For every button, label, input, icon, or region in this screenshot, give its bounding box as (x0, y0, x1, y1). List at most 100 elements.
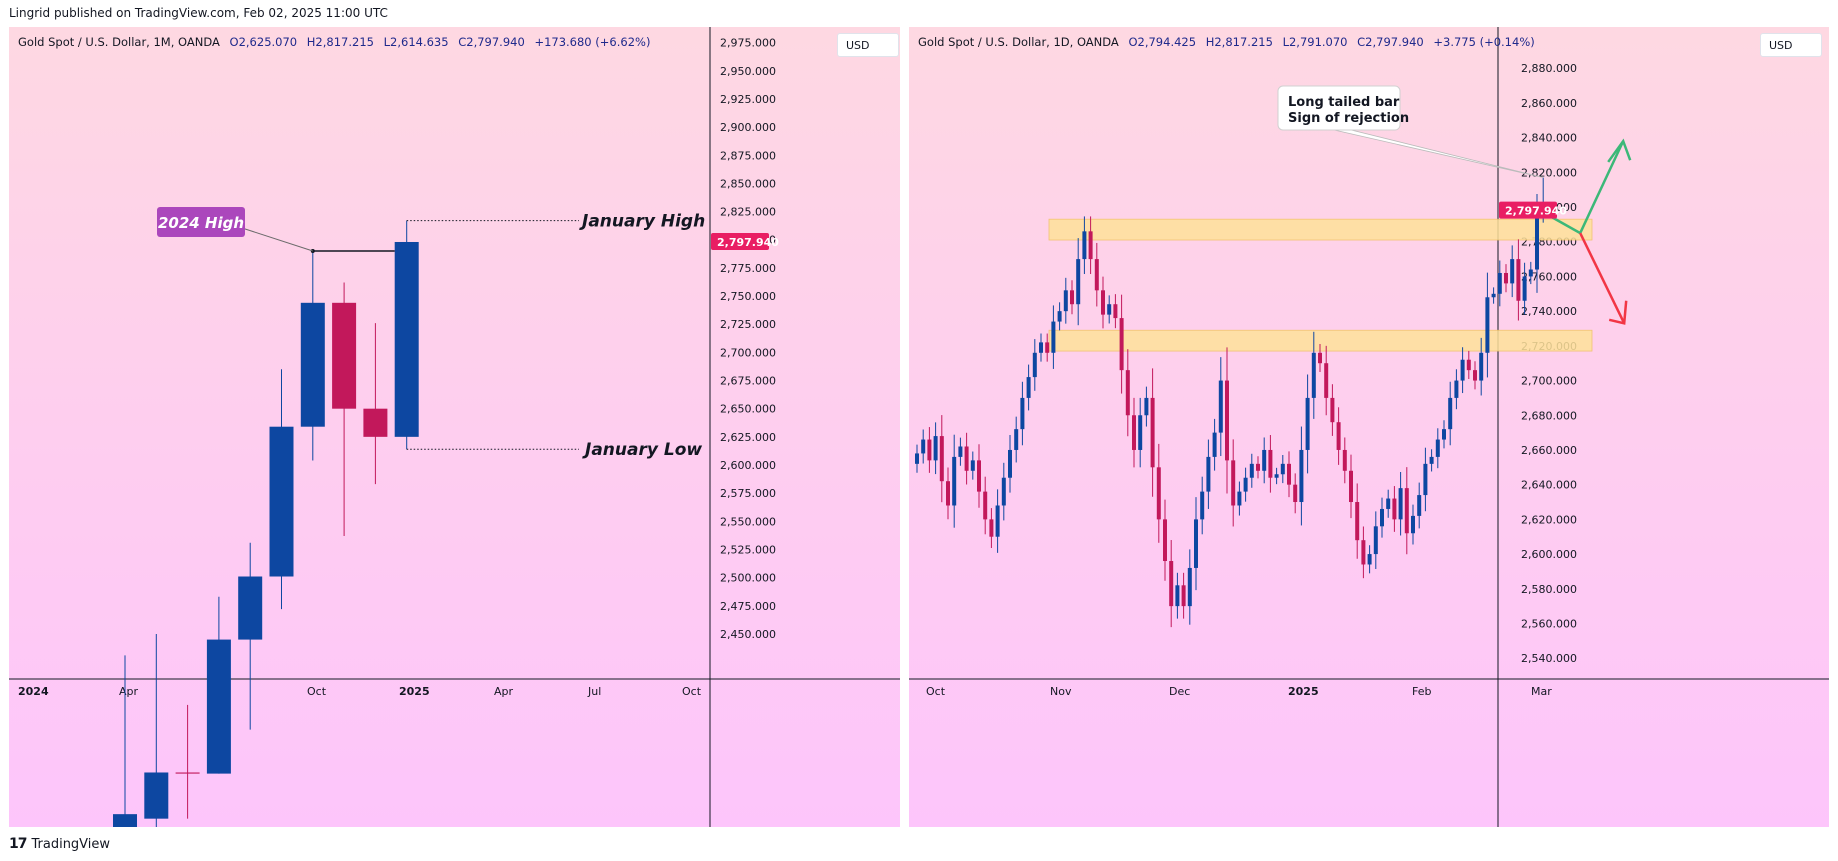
daily-candle-body (1051, 321, 1056, 353)
daily-candle-body (983, 491, 988, 520)
daily-candle-body (1274, 474, 1279, 478)
daily-candle-body (977, 460, 981, 492)
daily-candle-body (1299, 449, 1304, 503)
daily-callout-line2: Sign of rejection (1288, 111, 1409, 126)
monthly-y-tick: 2,500.000 (720, 572, 776, 585)
daily-candle-body (1454, 380, 1459, 398)
monthly-y-tick: 2,450.000 (720, 628, 776, 641)
daily-y-tick: 2,600.000 (1521, 548, 1577, 561)
daily-candle-body (1342, 449, 1347, 471)
daily-candle-body (1020, 397, 1025, 430)
footer-brand: TradingView (31, 836, 111, 852)
daily-candle-body (1163, 519, 1167, 562)
monthly-legend: Gold Spot / U.S. Dollar, 1M, OANDA O2,62… (18, 35, 650, 49)
monthly-candle-body-2024-04 (113, 814, 137, 827)
daily-candle-body (1497, 272, 1502, 294)
daily-chart-svg[interactable]: 2,880.0002,860.0002,840.0002,820.0002,80… (909, 27, 1829, 827)
daily-candle-body (1150, 397, 1155, 468)
daily-candle-body (1293, 484, 1298, 503)
daily-candle-body (1479, 352, 1484, 381)
monthly-x-tick: 2025 (399, 685, 430, 698)
daily-candle-body (1311, 352, 1316, 398)
monthly-2024-high-label: 2024 High (158, 214, 244, 232)
daily-bullish-arrowhead (1607, 138, 1632, 163)
daily-legend: Gold Spot / U.S. Dollar, 1D, OANDA O2,79… (918, 35, 1535, 49)
daily-y-tick: 2,740.000 (1521, 305, 1577, 318)
monthly-last-price-tag (711, 233, 769, 251)
monthly-candle-body-2024-11 (332, 302, 357, 409)
daily-candle-body (1256, 463, 1260, 471)
daily-candle-body (1169, 561, 1174, 607)
daily-candle-body (1200, 491, 1205, 520)
monthly-y-tick: 2,875.000 (720, 149, 776, 162)
daily-currency-button[interactable]: USD (1760, 33, 1822, 57)
daily-y-tick: 2,760.000 (1521, 270, 1577, 283)
monthly-y-tick: 2,600.000 (720, 459, 776, 472)
daily-close: C2,797.940 (1357, 35, 1424, 49)
daily-candle-body (1417, 495, 1422, 516)
monthly-2024-high-label-bg (157, 207, 245, 237)
monthly-y-tick: 2,775.000 (720, 262, 776, 275)
monthly-y-tick: 2,825.000 (720, 206, 776, 219)
daily-last-price-tag (1499, 201, 1557, 219)
daily-candle-body (1324, 363, 1329, 398)
tv-logo-icon: 17 (9, 836, 28, 852)
daily-candle-body (1045, 342, 1050, 353)
daily-candle-body (1367, 554, 1372, 565)
daily-candle-body (921, 439, 926, 454)
monthly-y-tick: 2,850.000 (720, 177, 776, 190)
daily-candle-body (1380, 508, 1384, 527)
daily-candle-body (1287, 463, 1291, 485)
footer: 17 TradingView (9, 836, 110, 852)
daily-candle-body (933, 436, 938, 461)
monthly-x-tick: Jul (587, 685, 601, 698)
daily-candle-body (1435, 439, 1440, 457)
monthly-open: O2,625.070 (229, 35, 298, 49)
monthly-january-high-label: January High (579, 212, 705, 232)
daily-y-tick: 2,680.000 (1521, 409, 1577, 422)
monthly-y-tick: 2,725.000 (720, 318, 776, 331)
monthly-y-tick: 2,750.000 (720, 290, 776, 303)
daily-candle-body (1039, 342, 1043, 353)
daily-candle-body (1181, 585, 1186, 607)
monthly-currency-button[interactable]: USD (837, 33, 899, 57)
daily-candle-body (1132, 415, 1136, 450)
daily-candle-body (1522, 276, 1527, 301)
monthly-y-tick: 2,650.000 (720, 403, 776, 416)
monthly-x-tick: 2024 (18, 685, 49, 698)
monthly-low: L2,614.635 (383, 35, 449, 49)
daily-candle-body (1429, 456, 1434, 464)
monthly-x-tick: Oct (682, 685, 702, 698)
daily-candle-body (1398, 488, 1403, 520)
daily-x-tick: 2025 (1288, 685, 1319, 698)
daily-candle-body (1175, 585, 1180, 607)
daily-x-tick: Dec (1169, 685, 1190, 698)
daily-candle-body (1032, 352, 1037, 378)
monthly-y-tick: 2,550.000 (720, 515, 776, 528)
daily-candle-body (1249, 463, 1254, 478)
monthly-y-tick: 2,900.000 (720, 121, 776, 134)
daily-chart-panel[interactable]: 2,880.0002,860.0002,840.0002,820.0002,80… (909, 27, 1829, 827)
daily-candle-body (989, 519, 994, 537)
daily-y-tick: 2,560.000 (1521, 617, 1577, 630)
monthly-y-tick: 2,925.000 (720, 93, 776, 106)
daily-candle-body (1144, 397, 1149, 416)
daily-candle-body (1442, 429, 1446, 440)
monthly-candle-body-2024-10 (300, 302, 325, 427)
daily-candle-body (1008, 449, 1012, 478)
daily-x-tick: Feb (1412, 685, 1431, 698)
monthly-y-tick: 2,675.000 (720, 375, 776, 388)
daily-candle-body (952, 456, 957, 506)
daily-candle-body (1212, 432, 1217, 457)
monthly-chart-svg[interactable]: 2,975.000 2,950.000 2,925.000 2,900.000 2,87… (9, 27, 900, 827)
daily-candle-body (1268, 449, 1273, 478)
daily-bullish-arrow (1545, 140, 1625, 235)
monthly-y-tick: 2,575.000 (720, 487, 776, 500)
daily-bearish-arrowhead (1608, 300, 1628, 325)
monthly-candle-body-2024-12 (363, 408, 388, 437)
daily-y-tick: 2,840.000 (1521, 132, 1577, 145)
daily-candle-body (1330, 397, 1335, 423)
daily-x-tick: Nov (1050, 685, 1072, 698)
monthly-chart-panel[interactable]: 2,975.000 2,950.000 2,925.000 2,900.000 2,87… (9, 27, 900, 827)
monthly-change: +173.680 (+6.62%) (534, 35, 651, 49)
